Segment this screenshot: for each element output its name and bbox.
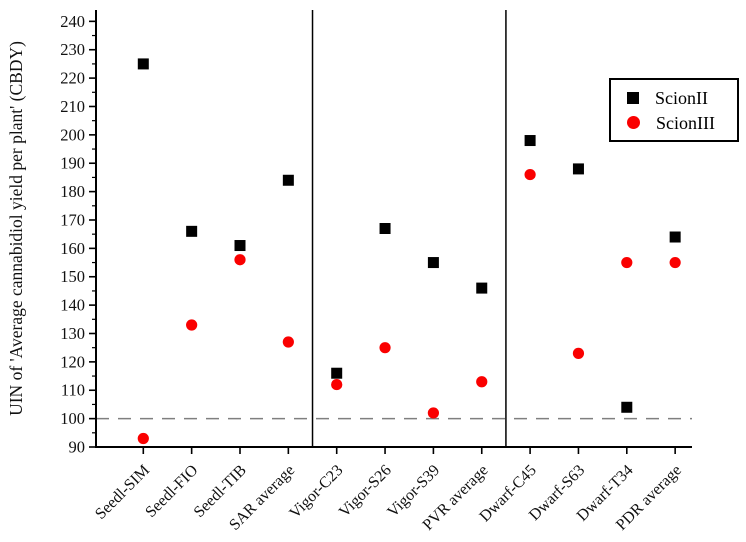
data-point-circle	[234, 254, 246, 266]
y-tick-label: 240	[60, 12, 85, 31]
data-point-circle	[137, 432, 149, 445]
y-tick-label: 130	[60, 324, 85, 343]
legend-label-scion3: ScionIII	[656, 112, 715, 133]
data-point-circle	[282, 336, 294, 348]
data-point-square	[379, 223, 391, 234]
legend-item-scion2: ScionII	[627, 89, 737, 107]
y-tick-label: 180	[60, 182, 85, 201]
y-tick-label: 100	[60, 409, 85, 428]
series-ScionII	[137, 58, 681, 413]
data-point-square	[476, 282, 488, 294]
y-tick-label: 120	[60, 352, 85, 371]
data-point-square	[524, 135, 536, 147]
data-point-circle	[669, 256, 681, 269]
x-category-label: Seedl-SIM	[92, 462, 153, 523]
series-ScionIII	[137, 168, 681, 445]
y-tick-label: 110	[61, 381, 85, 400]
y-tick-label: 220	[60, 69, 85, 88]
data-point-circle	[572, 347, 585, 359]
y-tick-label: 210	[60, 97, 85, 116]
data-point-circle	[331, 378, 343, 391]
y-tick-label: 140	[60, 296, 85, 315]
axes	[95, 10, 692, 448]
data-point-square	[572, 163, 584, 175]
scion2-square-marker-icon	[627, 91, 639, 104]
data-point-square	[137, 58, 149, 70]
data-point-square	[427, 257, 439, 269]
data-point-square	[331, 367, 343, 379]
x-category-label: Vigor-S26	[336, 462, 395, 521]
data-point-circle	[427, 407, 439, 419]
data-point-circle	[379, 342, 391, 354]
data-point-circle	[621, 256, 633, 269]
data-point-square	[282, 174, 294, 186]
data-point-square	[669, 231, 681, 243]
y-tick-label: 170	[60, 210, 85, 229]
data-point-circle	[524, 168, 536, 181]
y-tick-label: 150	[60, 267, 85, 286]
legend-item-scion3: ScionIII	[627, 114, 737, 132]
y-tick-label: 90	[69, 438, 86, 457]
scion3-circle-marker-icon	[627, 116, 640, 129]
x-category-label: Vigor-C23	[286, 462, 346, 522]
y-axis-label: UIN of 'Average cannabidiol yield per pl…	[6, 41, 26, 416]
y-tick-label: 190	[60, 154, 85, 173]
data-point-circle	[186, 319, 198, 331]
data-point-circle	[476, 376, 488, 388]
data-point-square	[621, 401, 633, 413]
y-tick-label: 230	[60, 40, 85, 59]
y-axis-ticks: 90 100 110 120 130 140 150 160 170 180 190 200 210 22…	[60, 12, 96, 457]
legend-label-scion2: ScionII	[655, 87, 708, 108]
group-separator-lines	[311, 10, 507, 447]
data-point-square	[234, 240, 246, 252]
legend: ScionII ScionIII	[609, 78, 739, 142]
y-tick-label: 160	[60, 239, 85, 258]
y-tick-label: 200	[60, 125, 85, 144]
data-point-square	[186, 225, 198, 237]
